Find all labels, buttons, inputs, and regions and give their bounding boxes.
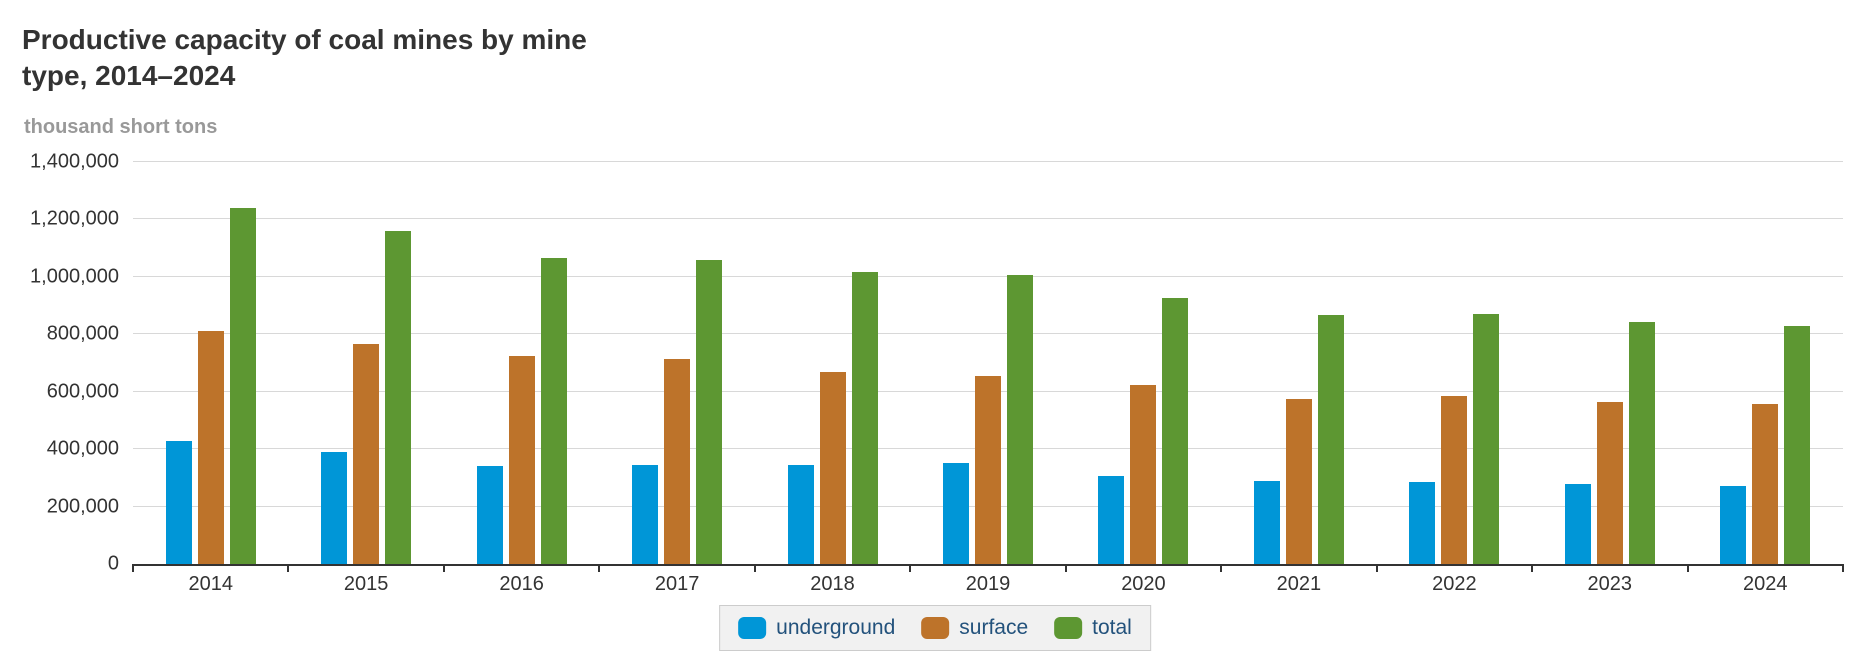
bar-group-2014 <box>133 162 288 564</box>
legend-label-underground: underground <box>776 616 896 639</box>
legend-label-total: total <box>1092 616 1132 639</box>
chart-title-line1: Productive capacity of coal mines by min… <box>22 24 587 55</box>
chart-title-line2: type, 2014–2024 <box>22 60 236 91</box>
bar-surface-2020[interactable] <box>1130 385 1157 564</box>
x-axis-label-2017: 2017 <box>654 573 700 595</box>
chart-legend: underground surface total <box>719 605 1151 651</box>
bar-underground-2018[interactable] <box>787 464 814 564</box>
x-axis-label-2019: 2019 <box>965 573 1011 595</box>
bar-total-2023[interactable] <box>1628 321 1655 564</box>
bar-surface-2015[interactable] <box>353 344 380 564</box>
x-axis-label-2021: 2021 <box>1276 573 1322 595</box>
x-axis-label-2024: 2024 <box>1743 573 1788 595</box>
bar-group-2024 <box>1688 162 1843 564</box>
x-axis-label-2023: 2023 <box>1587 573 1633 595</box>
bar-underground-2023[interactable] <box>1564 484 1591 564</box>
bar-group-2019 <box>910 162 1065 564</box>
x-axis-label-2015: 2015 <box>343 573 389 595</box>
bar-underground-2021[interactable] <box>1253 480 1280 564</box>
y-axis-label: 600,000 <box>46 380 119 403</box>
bar-total-2016[interactable] <box>540 258 567 564</box>
bar-group-2016 <box>444 162 599 564</box>
legend-swatch-total <box>1054 617 1083 639</box>
legend-item-underground[interactable]: underground <box>738 616 895 640</box>
y-axis-label: 800,000 <box>46 322 119 345</box>
y-axis-label: 400,000 <box>46 437 119 460</box>
bar-underground-2016[interactable] <box>476 466 503 564</box>
bar-group-2020 <box>1066 162 1221 564</box>
bar-underground-2024[interactable] <box>1720 485 1747 564</box>
x-axis-tick <box>909 564 912 572</box>
bar-total-2024[interactable] <box>1784 326 1811 564</box>
bar-group-2015 <box>288 162 443 564</box>
x-axis-tick <box>442 564 445 572</box>
x-axis-label-2014: 2014 <box>188 573 233 595</box>
bar-total-2019[interactable] <box>1006 275 1033 564</box>
bar-surface-2021[interactable] <box>1285 399 1312 564</box>
bar-surface-2024[interactable] <box>1752 404 1779 564</box>
gridline <box>133 275 1843 277</box>
bar-group-2018 <box>755 162 910 564</box>
gridline <box>133 161 1843 162</box>
legend-swatch-surface <box>921 617 950 639</box>
bar-group-2017 <box>599 162 754 564</box>
bar-total-2018[interactable] <box>851 271 878 564</box>
gridline <box>133 218 1843 220</box>
chart-title: Productive capacity of coal mines by min… <box>22 22 587 94</box>
legend-label-surface: surface <box>959 616 1029 639</box>
x-axis-tick <box>1220 564 1223 572</box>
bar-surface-2018[interactable] <box>819 372 846 564</box>
plot-area: 0 200,000 400,000 600,000 800,000 1,000,000 1,… <box>30 151 1844 595</box>
y-axis-label: 0 <box>107 552 119 575</box>
bar-surface-2014[interactable] <box>197 331 224 564</box>
x-axis-tick <box>287 564 290 572</box>
bar-total-2015[interactable] <box>385 230 412 564</box>
x-axis-label-2016: 2016 <box>499 573 544 595</box>
bar-underground-2022[interactable] <box>1409 482 1436 564</box>
bar-surface-2017[interactable] <box>664 358 691 564</box>
gridline <box>133 333 1843 335</box>
x-axis-tick <box>1531 564 1534 572</box>
bar-underground-2019[interactable] <box>942 462 969 564</box>
bar-group-2022 <box>1377 162 1532 564</box>
x-axis-tick <box>1842 564 1844 572</box>
bar-surface-2022[interactable] <box>1441 396 1468 564</box>
legend-item-surface[interactable]: surface <box>921 616 1028 640</box>
bar-total-2014[interactable] <box>229 207 256 564</box>
x-axis-tick <box>753 564 756 572</box>
bar-group-2023 <box>1532 162 1687 564</box>
x-axis-tick <box>1064 564 1067 572</box>
bar-total-2021[interactable] <box>1317 314 1344 564</box>
bar-underground-2014[interactable] <box>165 440 192 564</box>
x-axis-label-2018: 2018 <box>810 573 855 595</box>
bar-underground-2015[interactable] <box>321 452 348 564</box>
bar-surface-2023[interactable] <box>1596 402 1623 564</box>
y-axis-label: 1,200,000 <box>30 207 119 230</box>
bar-underground-2017[interactable] <box>632 464 659 564</box>
y-axis-label: 1,000,000 <box>30 265 119 288</box>
y-axis-label: 1,400,000 <box>30 150 119 173</box>
x-axis-tick <box>132 564 134 572</box>
bar-total-2017[interactable] <box>696 260 723 564</box>
x-axis-label-2022: 2022 <box>1432 573 1477 595</box>
bar-underground-2020[interactable] <box>1098 476 1125 564</box>
x-axis-line <box>133 564 1843 566</box>
x-axis-tick <box>1686 564 1689 572</box>
bar-total-2022[interactable] <box>1473 314 1500 564</box>
legend-item-total[interactable]: total <box>1054 616 1132 640</box>
bar-group-2021 <box>1221 162 1376 564</box>
legend-swatch-underground <box>738 617 767 639</box>
bar-surface-2016[interactable] <box>508 355 535 564</box>
y-axis-units-label: thousand short tons <box>24 116 218 138</box>
x-axis-tick <box>1375 564 1378 572</box>
x-axis-label-2020: 2020 <box>1121 573 1166 595</box>
bar-surface-2019[interactable] <box>974 375 1001 564</box>
y-axis-label: 200,000 <box>46 495 119 518</box>
x-axis-tick <box>598 564 601 572</box>
bar-total-2020[interactable] <box>1162 297 1189 564</box>
